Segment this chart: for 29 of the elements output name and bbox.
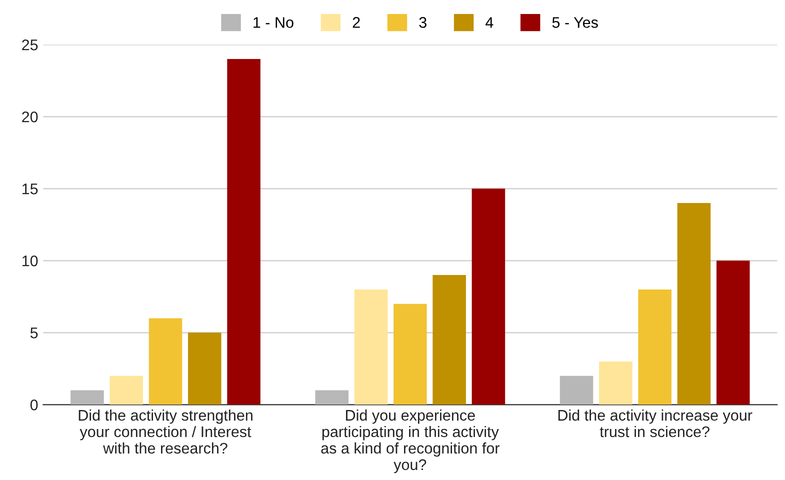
bar [227,59,260,405]
x-tick-label: Did the activity strengthen your connection / Interest with the research? [78,410,252,454]
legend-label: 5 - Yes [552,17,598,28]
bar [148,318,182,405]
legend-label: 3 [419,17,426,28]
bar [472,188,506,405]
y-tick-label: 10 [22,256,38,266]
legend-label: 2 [352,17,360,28]
bar [677,203,711,405]
bar [110,376,143,405]
x-tick-label: Did the activity increase your trust in science? [558,410,752,438]
y-tick-label: 15 [22,184,38,194]
bar [394,304,427,405]
bar [716,260,750,405]
y-tick-label: 5 [30,328,38,338]
bar [70,390,104,405]
y-tick-label: 0 [30,400,38,410]
bar [599,361,632,405]
bar [432,275,466,405]
bar [638,289,672,405]
x-tick-label: Did you experience participating in this activity as a kind of recognition for you? [321,410,500,474]
legend-label: 1 - No [254,17,294,28]
bar [188,332,222,405]
y-tick-label: 20 [22,112,38,122]
bar [315,390,349,405]
bar [560,376,594,405]
legend-label: 4 [486,17,494,28]
bar [354,289,388,405]
y-tick-label: 25 [22,40,38,50]
